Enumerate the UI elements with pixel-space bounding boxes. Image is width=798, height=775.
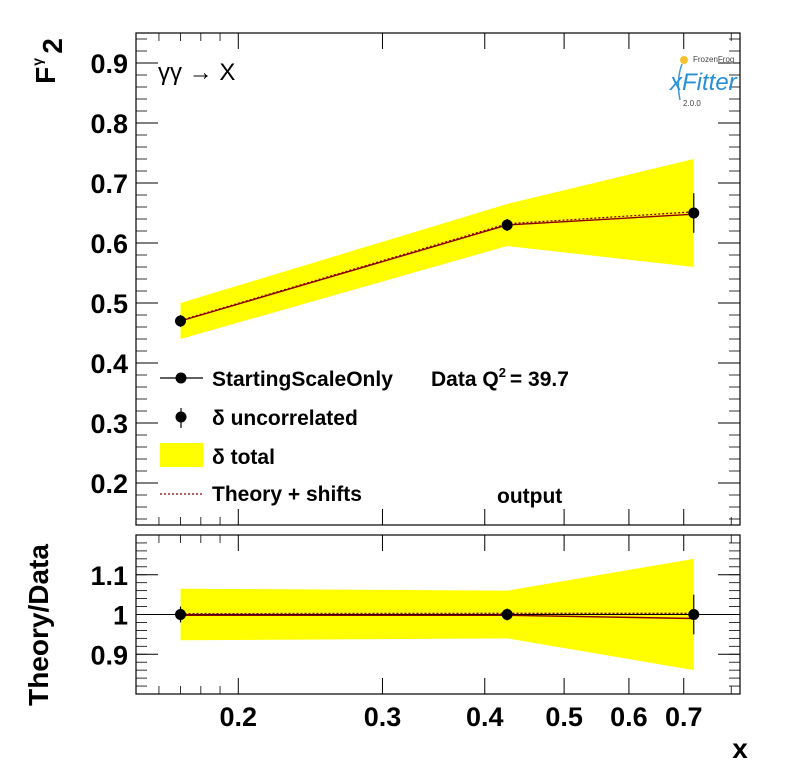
main-data-point bbox=[688, 207, 700, 219]
logo-swirl bbox=[680, 56, 688, 64]
legend-uncorrelated-marker-symbol bbox=[175, 411, 187, 423]
legend-header-sup: 2 bbox=[499, 365, 506, 380]
legend-header-value: = 39.7 bbox=[510, 368, 569, 391]
x-tick-label: 0.6 bbox=[610, 702, 648, 732]
legend-theory-marker-symbol bbox=[175, 372, 187, 384]
x-tick-label: 0.7 bbox=[665, 702, 703, 732]
y-tick-label: 0.8 bbox=[90, 109, 128, 139]
x-tick-label: 0.2 bbox=[220, 702, 258, 732]
logo-top-text: FrozenFrog bbox=[693, 55, 734, 64]
main-ylabel-sub: 2 bbox=[37, 38, 68, 54]
logo-swoosh bbox=[677, 63, 683, 101]
xfitter-logo: FrozenFrog xFitter 2.0.0 bbox=[669, 55, 738, 108]
legend-entry-uncorrelated: δ uncorrelated bbox=[212, 407, 358, 430]
ratio-data-point bbox=[175, 609, 187, 620]
y-tick-label: 0.3 bbox=[90, 409, 128, 439]
ratio-ylabel: Theory/Data bbox=[23, 544, 54, 706]
y-tick-label: 0.5 bbox=[90, 289, 128, 319]
legend-entry-theory: StartingScaleOnly bbox=[212, 368, 393, 391]
process-label: γγ → X bbox=[158, 59, 235, 86]
x-tick-label: 0.4 bbox=[466, 702, 504, 732]
x-axis: 0.2 0.3 0.4 0.5 0.6 0.7 bbox=[158, 33, 732, 732]
legend-total-band-symbol bbox=[160, 443, 203, 467]
y-tick-label: 0.2 bbox=[90, 469, 128, 499]
main-ylabel-sup: γ bbox=[29, 58, 45, 66]
logo-main-text: xFitter bbox=[669, 69, 738, 96]
x-tick-label: 0.3 bbox=[364, 702, 402, 732]
legend-header: Data Q2 = 39.7 bbox=[431, 365, 569, 391]
y-tick-label: 1 bbox=[113, 601, 128, 631]
main-ylabel: Fγ bbox=[29, 58, 61, 84]
logo-version: 2.0.0 bbox=[683, 99, 701, 108]
main-ylabel-base: F bbox=[30, 67, 61, 84]
x-tick-label: 0.5 bbox=[545, 702, 583, 732]
y-tick-label: 0.7 bbox=[90, 169, 128, 199]
y-tick-label: 0.4 bbox=[90, 349, 128, 379]
main-data-point bbox=[501, 219, 513, 231]
main-data-point bbox=[175, 315, 187, 327]
ratio-data-point bbox=[501, 609, 513, 620]
ratio-data-points bbox=[175, 594, 700, 635]
legend-header-prefix: Data Q bbox=[431, 368, 499, 391]
xlabel: x bbox=[732, 733, 748, 764]
main-total-band bbox=[180, 159, 694, 339]
y-tick-label: 0.9 bbox=[90, 49, 128, 79]
ratio-data-point bbox=[688, 609, 700, 620]
y-tick-label: 0.9 bbox=[90, 640, 128, 670]
output-annotation: output bbox=[497, 485, 562, 508]
main-data-points bbox=[175, 193, 700, 327]
main-total-band-layer bbox=[180, 159, 694, 339]
y-tick-label: 1.1 bbox=[90, 561, 128, 591]
ratio-y-axis: 0.9 1 1.1 bbox=[90, 542, 740, 695]
main-y-axis: 0.2 0.3 0.4 0.5 0.6 0.7 0.8 0.9 bbox=[90, 38, 740, 520]
y-tick-label: 0.6 bbox=[90, 229, 128, 259]
legend-entry-total: δ total bbox=[212, 446, 275, 469]
legend: StartingScaleOnly Data Q2 = 39.7 δ uncorr… bbox=[160, 365, 569, 508]
legend-entry-shifts: Theory + shifts bbox=[212, 483, 362, 506]
svg-text:Fγ: Fγ bbox=[29, 58, 61, 84]
